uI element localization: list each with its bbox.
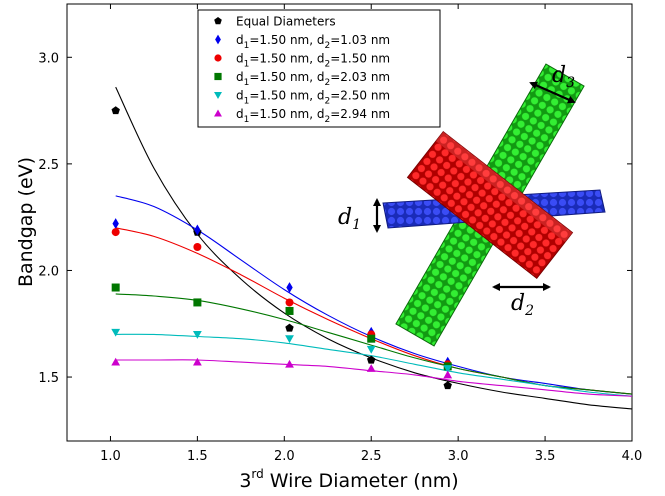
data-markers bbox=[111, 106, 453, 390]
legend-frame bbox=[197, 9, 441, 128]
x-tick-label: 4.0 bbox=[622, 449, 643, 464]
data-point-series-4-3 bbox=[366, 345, 376, 354]
data-point-series-2-0 bbox=[111, 228, 120, 237]
data-point-series-0-3 bbox=[367, 355, 376, 364]
d3-arrow bbox=[529, 81, 576, 104]
x-tick-label: 1.5 bbox=[187, 449, 208, 464]
y-tick-label: 1.5 bbox=[38, 371, 59, 386]
data-point-series-2-2 bbox=[285, 298, 294, 307]
nanowire-inset: d1 d2 d3 bbox=[338, 63, 606, 347]
data-point-series-3-2 bbox=[285, 306, 294, 315]
x-axis-label: 3rd Wire Diameter (nm) bbox=[239, 467, 458, 492]
legend-marker-series-5 bbox=[214, 109, 222, 117]
data-point-series-3-0 bbox=[111, 283, 120, 292]
x-tick-label: 1.0 bbox=[100, 449, 121, 464]
legend-entry-series-0: Equal Diameters bbox=[236, 15, 336, 29]
y-tick-label: 2.0 bbox=[38, 264, 59, 279]
data-point-series-4-1 bbox=[192, 331, 202, 339]
y-tick-label: 2.5 bbox=[38, 158, 59, 173]
data-point-series-1-0 bbox=[112, 218, 119, 229]
x-tick-label: 3.5 bbox=[535, 449, 556, 464]
data-point-series-5-3 bbox=[366, 364, 376, 372]
legend-entry-series-1: d1=1.50 nm, d2=1.03 nm bbox=[236, 33, 390, 51]
fit-curve-series-0 bbox=[115, 86, 632, 410]
data-point-series-5-0 bbox=[111, 357, 121, 366]
d1-label: d1 bbox=[338, 205, 361, 233]
data-point-series-5-2 bbox=[285, 359, 294, 368]
legend-marker-series-1 bbox=[215, 34, 221, 45]
data-point-series-4-2 bbox=[285, 335, 294, 344]
legend-entry-series-5: d1=1.50 nm, d2=2.94 nm bbox=[236, 107, 390, 125]
data-point-series-0-0 bbox=[111, 106, 120, 115]
y-axis-label: Bandgap (eV) bbox=[15, 157, 37, 287]
data-point-series-0-4 bbox=[443, 381, 452, 390]
data-point-series-4-0 bbox=[111, 328, 121, 337]
legend-entry-series-3: d1=1.50 nm, d2=2.03 nm bbox=[236, 70, 390, 88]
data-point-series-5-1 bbox=[192, 357, 202, 366]
y-tick-label: 3.0 bbox=[38, 51, 59, 66]
legend-entry-series-2: d1=1.50 nm, d2=1.50 nm bbox=[236, 52, 390, 70]
red-wire bbox=[406, 130, 574, 280]
data-point-series-1-1 bbox=[194, 224, 201, 236]
x-tick-label: 2.0 bbox=[274, 449, 295, 464]
data-point-series-2-1 bbox=[193, 243, 202, 252]
x-tick-label: 2.5 bbox=[361, 449, 382, 464]
data-point-series-5-4 bbox=[443, 370, 453, 379]
x-tick-label: 3.0 bbox=[448, 449, 469, 464]
data-point-series-4-4 bbox=[443, 365, 453, 373]
data-point-series-1-2 bbox=[286, 282, 293, 293]
legend-marker-series-3 bbox=[214, 72, 222, 81]
d2-label: d2 bbox=[511, 291, 534, 319]
data-point-series-3-1 bbox=[193, 298, 202, 307]
data-point-series-3-3 bbox=[367, 334, 376, 343]
legend-marker-series-0 bbox=[214, 17, 222, 25]
legend-marker-series-2 bbox=[214, 54, 222, 62]
legend-marker-series-4 bbox=[214, 91, 222, 99]
legend-entry-series-4: d1=1.50 nm, d2=2.50 nm bbox=[236, 89, 390, 107]
data-point-series-0-2 bbox=[285, 323, 294, 332]
axis-ticks: 1.0 1.5 2.0 2.5 3.0 3.5 4.0 1.5 2.0 2.5 3.0 bbox=[38, 4, 642, 464]
d3-label: d3 bbox=[552, 63, 575, 91]
